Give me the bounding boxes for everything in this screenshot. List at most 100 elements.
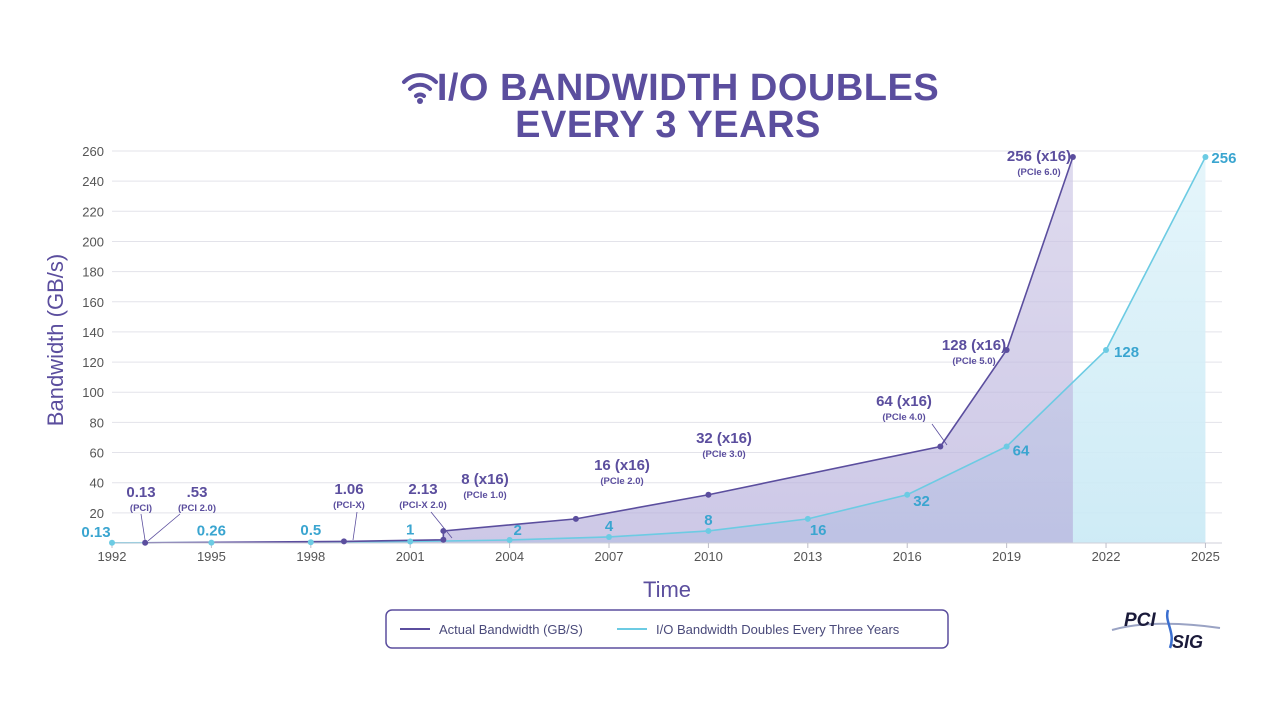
y-tick-label: 220 bbox=[82, 204, 104, 219]
data-points bbox=[109, 154, 1209, 546]
trend-point bbox=[307, 539, 314, 546]
actual-data-label: 16 (x16) bbox=[594, 457, 650, 474]
annotation-leader bbox=[430, 511, 453, 539]
y-tick-label: 60 bbox=[90, 446, 104, 461]
x-tick-label: 1992 bbox=[98, 549, 127, 564]
trend-point bbox=[208, 539, 215, 546]
logo-swoosh bbox=[1111, 622, 1221, 631]
x-tick-label: 2025 bbox=[1191, 549, 1220, 564]
legend-label-actual: Actual Bandwidth (GB/S) bbox=[439, 622, 583, 637]
trend-data-label: 8 bbox=[704, 512, 712, 529]
actual-data-label: 2.13 bbox=[408, 481, 437, 498]
x-tick-label: 2001 bbox=[396, 549, 425, 564]
actual-data-sublabel: (PCIe 1.0) bbox=[463, 490, 506, 501]
x-tick-label: 1995 bbox=[197, 549, 226, 564]
logo-stroke bbox=[1165, 609, 1173, 649]
actual-point bbox=[440, 527, 447, 534]
y-tick-label: 40 bbox=[90, 476, 104, 491]
x-tick-label: 2022 bbox=[1092, 549, 1121, 564]
trend-data-label: 16 bbox=[810, 522, 827, 539]
legend-box bbox=[385, 609, 949, 649]
y-tick-label: 160 bbox=[82, 295, 104, 310]
actual-point bbox=[1003, 347, 1010, 354]
data-labels: 0.13 0.26 0.5 1 2 4 8 16 32 64 128 256 0.13 (PCI) 1.06… bbox=[81, 148, 1236, 542]
actual-area bbox=[145, 157, 1073, 543]
y-tick-label: 180 bbox=[82, 265, 104, 280]
y-tick-label: 120 bbox=[82, 355, 104, 370]
annotation-leader bbox=[140, 513, 146, 541]
trend-point bbox=[109, 539, 115, 546]
x-tick-label: 2016 bbox=[893, 549, 922, 564]
actual-data-sublabel: (PCIe 2.0) bbox=[600, 476, 643, 487]
actual-data-sublabel: (PCIe 4.0) bbox=[882, 412, 925, 423]
x-tick-label: 2019 bbox=[992, 549, 1021, 564]
trend-data-label: 2 bbox=[513, 522, 521, 539]
x-tick-label: 2007 bbox=[595, 549, 624, 564]
actual-data-label: 128 (x16) bbox=[942, 337, 1006, 354]
trend-data-label: 32 bbox=[913, 493, 930, 510]
chart-title-line-2: EVERY 3 YEARS bbox=[515, 104, 821, 146]
actual-point bbox=[705, 491, 712, 498]
actual-data-label: 64 (x16) bbox=[876, 393, 932, 410]
axes: 20 40 60 80 100 120 140 160 180 200 220 240 260 1992 1… bbox=[82, 144, 1222, 564]
actual-data-sublabel: (PCI) bbox=[130, 503, 152, 514]
annotation-leader bbox=[931, 423, 948, 446]
trend-point bbox=[1103, 347, 1110, 354]
actual-data-label: 8 (x16) bbox=[461, 471, 509, 488]
y-tick-label: 200 bbox=[82, 234, 104, 249]
trend-data-label: 0.26 bbox=[197, 523, 226, 540]
x-tick-label: 2010 bbox=[694, 549, 723, 564]
trend-point bbox=[606, 533, 613, 540]
trend-point bbox=[705, 527, 712, 534]
actual-point bbox=[572, 515, 579, 522]
x-tick-label: 1998 bbox=[296, 549, 325, 564]
trend-point bbox=[1003, 443, 1010, 450]
trend-data-label: 0.5 bbox=[300, 522, 321, 539]
trend-data-label: 64 bbox=[1013, 443, 1030, 460]
actual-data-sublabel: (PCIe 6.0) bbox=[1017, 167, 1060, 178]
actual-data-sublabel: (PCI-X 2.0) bbox=[399, 500, 447, 511]
trend-point bbox=[506, 536, 513, 543]
trend-data-label: 1 bbox=[406, 521, 414, 538]
trend-data-label: 0.13 bbox=[81, 524, 110, 541]
trend-point bbox=[407, 538, 414, 545]
actual-data-sublabel: (PCI-X) bbox=[333, 500, 365, 511]
trend-data-label: 256 bbox=[1211, 150, 1236, 167]
actual-point bbox=[440, 536, 447, 543]
annotation-leader bbox=[147, 513, 181, 542]
y-tick-label: 20 bbox=[90, 506, 104, 521]
x-tick-label: 2013 bbox=[793, 549, 822, 564]
x-tick-label: 2004 bbox=[495, 549, 524, 564]
actual-point bbox=[937, 443, 944, 450]
pci-sig-logo: PCI SIG bbox=[1111, 609, 1221, 652]
actual-point bbox=[1069, 154, 1076, 161]
y-tick-label: 240 bbox=[82, 174, 104, 189]
y-tick-label: 80 bbox=[90, 415, 104, 430]
actual-point bbox=[340, 538, 347, 545]
y-axis-title: Bandwidth (GB/s) bbox=[43, 254, 68, 426]
actual-data-label: 32 (x16) bbox=[696, 430, 752, 447]
chart-title-line-1: I/O BANDWIDTH DOUBLES bbox=[437, 67, 939, 109]
trend-point bbox=[904, 491, 911, 498]
chart-title: I/O BANDWIDTH DOUBLES EVERY 3 YEARS bbox=[402, 67, 939, 146]
y-tick-label: 100 bbox=[82, 385, 104, 400]
trend-data-label: 4 bbox=[605, 518, 614, 535]
actual-data-sublabel: (PCIe 3.0) bbox=[702, 449, 745, 460]
extra-data-label: .53 bbox=[187, 484, 208, 501]
trend-point bbox=[804, 515, 811, 522]
legend: Actual Bandwidth (GB/S) I/O Bandwidth Do… bbox=[385, 609, 949, 649]
actual-point bbox=[142, 539, 149, 546]
x-axis-title: Time bbox=[643, 577, 691, 602]
logo-text-pci: PCI bbox=[1124, 610, 1156, 631]
actual-data-label: 1.06 bbox=[334, 481, 363, 498]
actual-data-label: 256 (x16) bbox=[1007, 148, 1071, 165]
y-tick-label: 140 bbox=[82, 325, 104, 340]
grid-lines bbox=[112, 150, 1222, 514]
trend-area bbox=[112, 157, 1206, 543]
y-tick-label: 260 bbox=[82, 144, 104, 159]
logo-text-sig: SIG bbox=[1172, 632, 1203, 652]
trend-point bbox=[1202, 154, 1209, 161]
extra-data-sublabel: (PCI 2.0) bbox=[178, 503, 216, 514]
actual-data-sublabel: (PCIe 5.0) bbox=[952, 356, 995, 367]
